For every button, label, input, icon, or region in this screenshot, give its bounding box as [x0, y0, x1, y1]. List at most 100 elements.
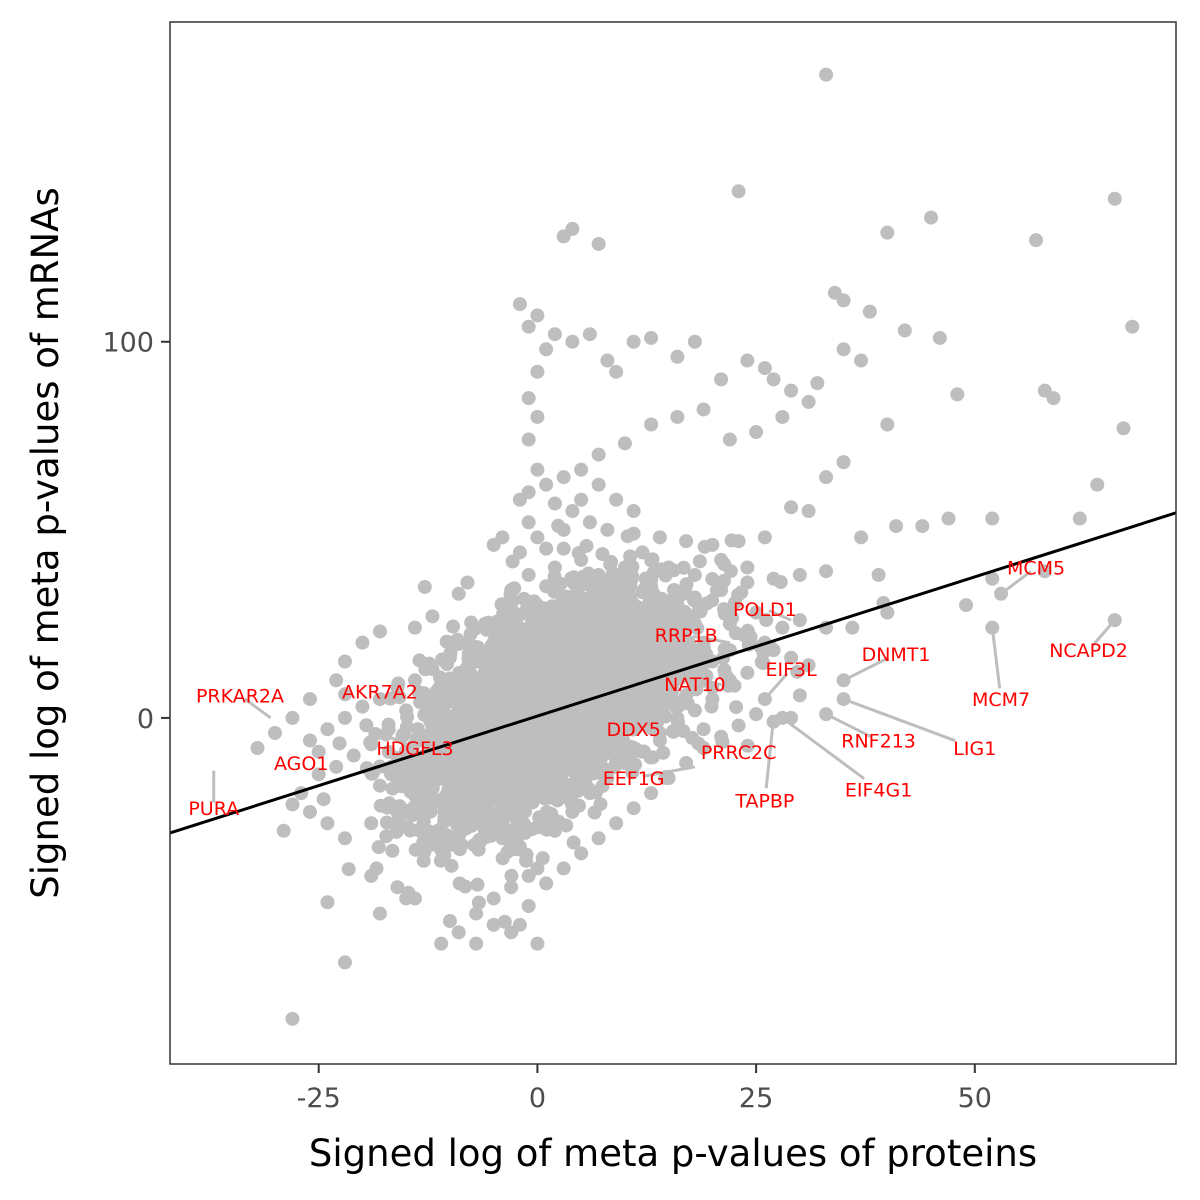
- data-point: [539, 342, 554, 357]
- data-point: [521, 868, 536, 883]
- data-point: [574, 846, 589, 861]
- data-point: [819, 67, 834, 82]
- data-point: [390, 804, 405, 819]
- data-point: [645, 621, 660, 636]
- data-point: [623, 549, 638, 564]
- data-point: [705, 692, 720, 707]
- data-point: [488, 788, 503, 803]
- data-point: [425, 729, 440, 744]
- data-point: [1116, 421, 1131, 436]
- data-point: [521, 485, 536, 500]
- data-point: [512, 545, 527, 560]
- data-point: [670, 628, 685, 643]
- data-point: [635, 654, 650, 669]
- data-point: [688, 651, 703, 666]
- data-point: [1125, 319, 1140, 334]
- data-point: [518, 825, 533, 840]
- data-point: [790, 664, 805, 679]
- leader-line: [763, 672, 789, 701]
- data-point: [609, 816, 624, 831]
- data-point: [373, 798, 388, 813]
- data-point: [670, 349, 685, 364]
- x-tick-label: 25: [739, 1083, 773, 1114]
- data-point: [729, 700, 744, 715]
- data-point: [880, 225, 895, 240]
- data-point: [407, 673, 422, 688]
- data-point: [792, 613, 807, 628]
- data-point: [556, 616, 571, 631]
- data-point: [372, 906, 387, 921]
- data-point: [644, 330, 659, 345]
- data-point: [320, 816, 335, 831]
- data-point: [390, 763, 405, 778]
- gene-label: EIF3L: [765, 659, 817, 681]
- data-point: [451, 586, 466, 601]
- data-point: [854, 530, 869, 545]
- data-point: [539, 579, 554, 594]
- data-point: [600, 522, 615, 537]
- data-point: [959, 598, 974, 613]
- data-point: [621, 610, 636, 625]
- data-point: [635, 601, 650, 616]
- leader-line: [843, 697, 956, 743]
- data-point: [775, 620, 790, 635]
- data-point: [574, 462, 589, 477]
- data-point: [486, 658, 501, 673]
- data-point: [566, 835, 581, 850]
- data-point: [670, 722, 685, 737]
- gene-label: NCAPD2: [1049, 640, 1128, 662]
- data-point: [512, 297, 527, 312]
- gene-label: RNF213: [841, 730, 916, 752]
- data-point: [410, 730, 425, 745]
- data-point: [285, 710, 300, 725]
- data-point: [547, 496, 562, 511]
- data-point: [372, 692, 387, 707]
- data-point: [586, 652, 601, 667]
- data-point: [417, 579, 432, 594]
- data-point: [582, 327, 597, 342]
- data-point: [490, 730, 505, 745]
- data-point: [329, 673, 344, 688]
- data-point: [390, 680, 405, 695]
- data-point: [495, 696, 510, 711]
- data-point: [544, 649, 559, 664]
- data-point: [385, 781, 400, 796]
- gene-label: MCM5: [1007, 557, 1065, 579]
- gene-labels: PRKAR2A AKR7A2 AGO1 HDGFL3 PURA RRP1B POLD1 EIF…: [188, 557, 1128, 820]
- data-point: [705, 572, 720, 587]
- data-point: [810, 376, 825, 391]
- data-point: [530, 462, 545, 477]
- data-point: [880, 605, 895, 620]
- leader-line: [781, 716, 866, 780]
- data-point: [692, 554, 707, 569]
- gene-label: EIF4G1: [845, 779, 912, 801]
- data-point: [512, 842, 527, 857]
- data-point: [460, 816, 475, 831]
- data-point: [670, 710, 685, 725]
- data-point: [439, 634, 454, 649]
- gene-label: LIG1: [953, 738, 996, 760]
- data-point: [311, 767, 326, 782]
- leader-line: [768, 609, 792, 622]
- data-point: [496, 777, 511, 792]
- data-point: [507, 756, 522, 771]
- data-point: [407, 620, 422, 635]
- data-point: [486, 917, 501, 932]
- data-point: [600, 703, 615, 718]
- data-point: [854, 353, 869, 368]
- data-point: [415, 806, 430, 821]
- data-point: [617, 436, 632, 451]
- data-point: [661, 560, 676, 575]
- data-point: [635, 545, 650, 560]
- data-point: [448, 829, 463, 844]
- data-point: [740, 623, 755, 638]
- data-point: [480, 805, 495, 820]
- data-point: [620, 620, 635, 635]
- data-point: [661, 594, 676, 609]
- data-point: [705, 537, 720, 552]
- data-point: [379, 829, 394, 844]
- data-point: [792, 567, 807, 582]
- data-point: [521, 899, 536, 914]
- data-point: [379, 815, 394, 830]
- data-point: [644, 699, 659, 714]
